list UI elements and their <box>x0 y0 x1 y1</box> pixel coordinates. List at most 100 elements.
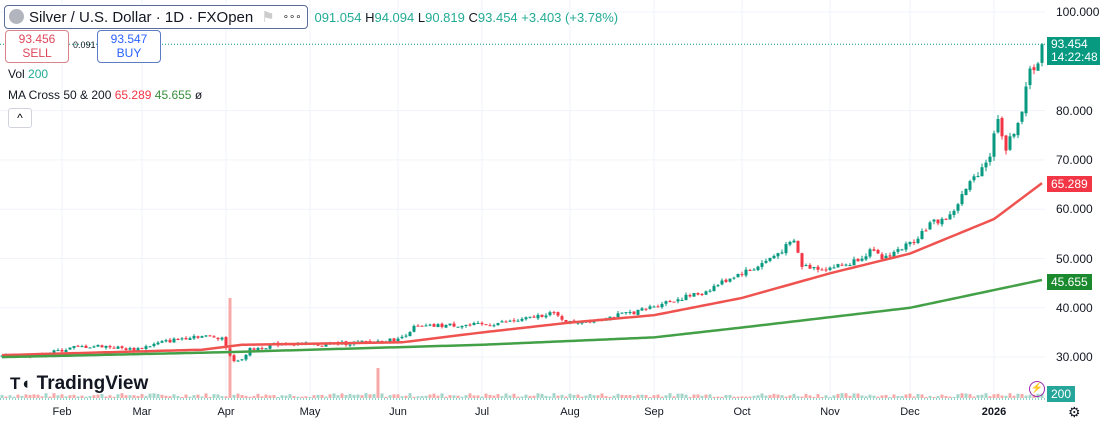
volume-bar <box>836 393 840 398</box>
volume-bar <box>780 395 784 398</box>
volume-bar <box>408 393 412 398</box>
volume-bar <box>296 396 300 398</box>
candle <box>464 324 468 326</box>
volume-bar <box>860 395 864 398</box>
candle <box>960 194 964 205</box>
sell-button[interactable]: 93.456 SELL <box>5 30 69 63</box>
low-value: 90.819 <box>425 9 465 25</box>
candle <box>576 322 580 324</box>
candle <box>772 255 776 259</box>
candle <box>84 345 88 348</box>
candle <box>688 295 692 297</box>
candle <box>876 249 880 254</box>
symbol-header[interactable]: Silver / U.S. Dollar · 1D · FXOpen ⚑ ∘∘∘ <box>4 5 309 29</box>
buy-button[interactable]: 93.547 BUY <box>97 30 161 63</box>
candle <box>184 338 188 340</box>
volume-bar <box>244 395 248 398</box>
volume-bar <box>172 394 176 398</box>
ma200-value: 45.655 <box>154 88 192 102</box>
candle <box>652 306 656 308</box>
volume-bar <box>480 396 484 398</box>
candle <box>684 294 688 301</box>
y-tick-label: 100.000 <box>1056 5 1100 19</box>
spread-value: 0.091 <box>73 40 96 50</box>
candle <box>476 322 480 324</box>
volume-bar <box>996 393 1000 398</box>
volume-bar <box>68 395 72 398</box>
volume-bar <box>376 368 380 398</box>
volume-bar <box>932 396 936 398</box>
volume-bar <box>800 396 804 398</box>
volume-bar <box>404 395 408 398</box>
ma50-value: 65.289 <box>114 88 152 102</box>
volume-bar <box>36 394 40 398</box>
more-button[interactable]: ∘∘∘ <box>282 11 302 23</box>
candle <box>860 258 864 261</box>
volume-bar <box>916 394 920 398</box>
lightning-icon[interactable]: ⚡ <box>1029 381 1045 397</box>
volume-bar <box>824 395 828 398</box>
settings-icon[interactable]: ⚙ <box>1068 404 1081 420</box>
volume-bar <box>76 396 80 398</box>
volume-bar <box>524 394 528 398</box>
candle <box>348 344 352 346</box>
volume-bar <box>252 396 256 398</box>
flag-icon[interactable]: ⚑ <box>261 9 275 26</box>
candle <box>540 314 544 317</box>
change-value: +3.403 (+3.78%) <box>521 9 619 25</box>
volume-bar <box>476 395 480 398</box>
x-tick-label: Jul <box>474 406 490 418</box>
y-tick-label: 40.000 <box>1056 300 1093 315</box>
candle <box>468 324 472 326</box>
candle <box>920 230 924 239</box>
candle <box>92 346 96 348</box>
volume-bar <box>96 394 100 398</box>
volume-bar <box>740 396 744 398</box>
candle <box>1004 135 1008 151</box>
volume-bar <box>116 394 120 398</box>
candle <box>196 336 200 338</box>
candle <box>648 306 652 309</box>
vol-value: 200 <box>28 67 49 81</box>
volume-bar <box>536 393 540 398</box>
x-tick-label: Nov <box>820 406 840 418</box>
ma-legend[interactable]: MA Cross 50 & 200 65.289 45.655 ø <box>8 88 202 102</box>
volume-bar <box>904 394 908 398</box>
volume-bar <box>880 395 884 398</box>
volume-bar <box>688 396 692 398</box>
volume-bar <box>452 395 456 398</box>
candle <box>548 312 552 316</box>
volume-legend[interactable]: Vol 200 <box>8 67 48 81</box>
volume-bar <box>592 395 596 398</box>
candle <box>624 312 628 314</box>
volume-bar <box>292 395 296 398</box>
candle <box>792 240 796 243</box>
ohlc-values: 091.054 H94.094 L90.819 C93.454 +3.403 (… <box>314 10 618 25</box>
volume-bar <box>8 395 12 398</box>
candle <box>560 316 564 320</box>
volume-bar <box>456 395 460 398</box>
candle <box>964 188 968 196</box>
header-row: Silver / U.S. Dollar · 1D · FXOpen ⚑ ∘∘∘ 0… <box>4 5 618 29</box>
candle <box>660 304 664 308</box>
candle <box>636 309 640 315</box>
volume-bar <box>1020 393 1024 398</box>
candle <box>824 269 828 271</box>
sell-price: 93.456 <box>18 32 56 46</box>
silver-logo-icon <box>9 9 24 24</box>
volume-bar <box>520 396 524 398</box>
volume-bar <box>152 393 156 398</box>
candle <box>940 218 944 225</box>
collapse-legend-button[interactable]: ^ <box>8 108 32 128</box>
volume-bar <box>704 394 708 398</box>
candle <box>836 264 840 268</box>
volume-bar <box>772 393 776 398</box>
volume-bar <box>872 395 876 398</box>
volume-bar <box>920 394 924 398</box>
high-value: 94.094 <box>374 9 415 25</box>
volume-bar <box>176 395 180 398</box>
candle <box>912 242 916 244</box>
volume-bar <box>40 396 44 398</box>
candle <box>508 320 512 322</box>
